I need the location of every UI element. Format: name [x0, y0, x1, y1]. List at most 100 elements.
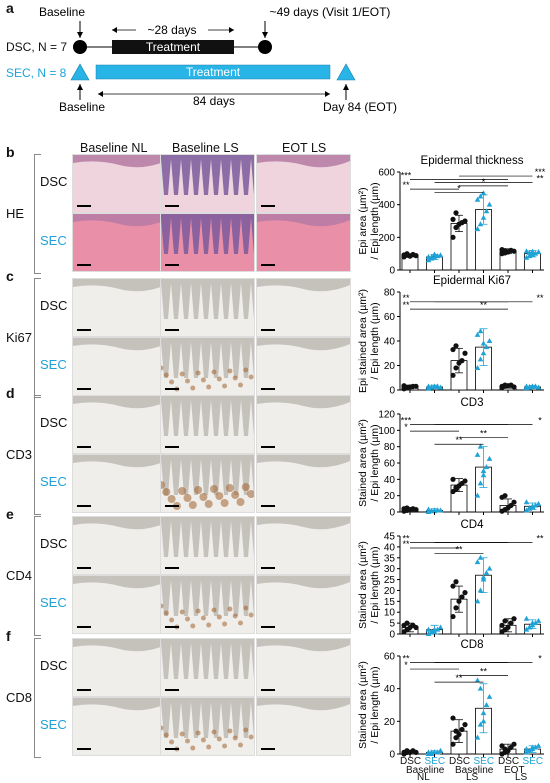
- timeline-diagram: Baseline ~49 days (Visit 1/EOT) ~28 days…: [39, 5, 397, 114]
- data-point: [404, 251, 410, 257]
- chart-ylabel: Epi stained area (µm²)/ Epi length (µm): [357, 289, 381, 393]
- significance-label: **: [402, 534, 410, 544]
- scale-bar: [77, 264, 91, 266]
- dsc-baseline-label: Baseline: [39, 5, 85, 19]
- data-point: [474, 451, 481, 457]
- micrograph-cd4-sec-0: [72, 575, 167, 634]
- x-sub2-label: NL: [417, 772, 430, 783]
- y-tick-label: 0: [389, 630, 395, 641]
- chart-title: CD3: [460, 397, 483, 409]
- scale-bar: [261, 446, 275, 448]
- scale-bar: [261, 329, 275, 331]
- data-point: [505, 624, 511, 631]
- y-tick-label: 60: [384, 652, 396, 663]
- stain-label-cd8: CD8: [6, 690, 33, 705]
- scale-bar: [165, 388, 179, 390]
- stain-label-he: HE: [6, 206, 25, 221]
- data-point: [404, 748, 410, 754]
- y-tick-label: 30: [384, 564, 396, 575]
- data-point: [456, 598, 462, 604]
- x-group-label: DSC: [498, 756, 520, 767]
- data-point: [523, 615, 530, 621]
- y-tick-label: 5: [389, 619, 395, 630]
- data-point: [453, 728, 459, 734]
- y-tick-label: 25: [384, 575, 396, 586]
- y-tick-label: 15: [384, 597, 396, 608]
- micrograph-cd3-dsc-1: [160, 395, 255, 454]
- scale-bar: [165, 446, 179, 448]
- data-point: [404, 620, 410, 626]
- data-point: [535, 617, 542, 623]
- data-point: [511, 248, 517, 254]
- data-point: [486, 693, 493, 699]
- stain-label-ki67: Ki67: [6, 330, 33, 345]
- data-point: [477, 721, 484, 727]
- data-point: [437, 384, 444, 390]
- ylabel-line: Stained area (µm²): [357, 419, 369, 507]
- data-point: [480, 574, 487, 580]
- row-sec-label: SEC: [40, 595, 67, 610]
- y-tick-label: 10: [384, 608, 396, 619]
- data-point: [425, 257, 432, 263]
- row-bracket: [34, 278, 41, 398]
- y-tick-label: 0: [389, 750, 395, 761]
- data-point: [483, 570, 490, 576]
- dsc-treatment-label: Treatment: [146, 40, 201, 54]
- panel-e-letter: e: [6, 506, 14, 522]
- data-point: [474, 677, 481, 683]
- data-point: [477, 328, 484, 334]
- x-sub2-label: LS: [466, 772, 479, 783]
- data-point: [526, 624, 533, 630]
- chart-3: CD4 Stained area (µm²)/ Epi length (µm) 05…: [357, 519, 544, 641]
- y-tick-label: 0: [389, 386, 395, 397]
- x-sub-label: Baseline: [406, 765, 445, 776]
- micrograph-cd8-sec-0: [72, 697, 167, 756]
- chart-ylabel: Stained area (µm²)/ Epi length (µm): [357, 661, 381, 749]
- data-point: [474, 196, 481, 202]
- data-point: [477, 480, 484, 486]
- significance-label: **: [455, 673, 463, 683]
- micrograph-cd4-dsc-2: [256, 516, 351, 575]
- data-point: [483, 464, 490, 470]
- ylabel-line: Stained area (µm²): [357, 541, 369, 629]
- data-point: [535, 384, 542, 390]
- row-dsc-label: DSC: [40, 298, 68, 313]
- y-tick-label: 200: [378, 233, 395, 244]
- x-group-label: SEC: [424, 756, 446, 767]
- data-point: [428, 628, 435, 634]
- row-sec-label: SEC: [40, 233, 67, 248]
- data-point: [508, 620, 514, 626]
- significance-label: **: [455, 544, 463, 554]
- significance-label: *: [482, 177, 486, 187]
- data-point: [462, 218, 468, 224]
- data-point: [477, 193, 484, 199]
- chart-4: CD8 Stained area (µm²)/ Epi length (µm) 0 2…: [357, 639, 544, 761]
- row-sec-label: SEC: [40, 474, 67, 489]
- y-tick-label: 40: [384, 475, 396, 486]
- micrograph-cd3-dsc-2: [256, 395, 351, 454]
- data-point: [437, 507, 444, 513]
- data-point: [477, 587, 484, 593]
- data-point: [486, 455, 493, 461]
- significance-label: **: [480, 667, 488, 677]
- chart-title: Epidermal Ki67: [433, 275, 511, 287]
- data-point: [450, 583, 456, 589]
- dsc-treatment-bar: [112, 40, 234, 54]
- panel-d-letter: d: [6, 385, 15, 401]
- scale-bar: [77, 689, 91, 691]
- data-point: [462, 478, 468, 484]
- data-point: [502, 382, 508, 388]
- data-point: [480, 340, 487, 346]
- data-point: [431, 383, 438, 389]
- data-point: [483, 344, 490, 350]
- scale-bar: [261, 388, 275, 390]
- scale-bar: [165, 205, 179, 207]
- scale-bar: [261, 264, 275, 266]
- data-point: [453, 343, 459, 349]
- significance-label: **: [536, 534, 544, 544]
- y-tick-label: 0: [389, 266, 395, 277]
- x-sub2-label: LS: [515, 772, 528, 783]
- data-point: [450, 216, 456, 222]
- sec-baseline-label: Baseline: [59, 100, 105, 114]
- micrograph-he-dsc-1: [160, 154, 255, 213]
